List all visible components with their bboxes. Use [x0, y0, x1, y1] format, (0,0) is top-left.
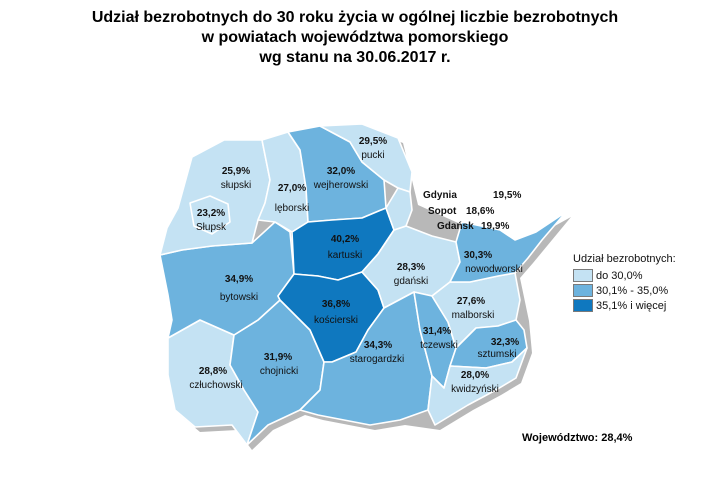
city-gdansk-value: 19,9%	[481, 221, 510, 232]
legend-item-dark: 35,1% i więcej	[573, 298, 676, 313]
legend-item-light: do 30,0%	[573, 268, 676, 283]
legend-item-medium: 30,1% - 35,0%	[573, 283, 676, 298]
region-kwidzynski[interactable]	[427, 347, 528, 426]
label-chojnicki: 31,9% chojnicki	[260, 352, 298, 377]
voivodeship-total: Województwo: 28,4%	[522, 432, 633, 444]
legend-label-light: do 30,0%	[596, 269, 643, 282]
label-wejherowski: 32,0% wejherowski	[313, 166, 368, 191]
region-slupsk[interactable]	[189, 195, 231, 235]
legend-swatch-medium	[573, 284, 593, 297]
label-slupsk: 23,2% Słupsk	[196, 208, 227, 233]
label-czluchowski: 28,8% człuchowski	[189, 366, 242, 391]
region-labels: 29,5% pucki 32,0% wejherowski 25,9% słupski…	[189, 136, 523, 395]
map-title: Udział bezrobotnych do 30 roku życia w o…	[0, 8, 710, 68]
label-starogardzki: 34,3% starogardzki	[350, 340, 404, 365]
label-gdanski: 28,3% gdański	[394, 262, 428, 287]
city-sopot-value: 18,6%	[466, 206, 495, 217]
city-sopot-name: Sopot	[428, 206, 457, 217]
label-kartuski: 40,2% kartuski	[328, 234, 362, 261]
label-bytowski: 34,9% bytowski	[220, 274, 258, 303]
label-sztumski: 32,3% sztumski	[478, 337, 520, 360]
label-malborski: 27,6% malborski	[452, 296, 495, 321]
city-gdansk-name: Gdańsk	[437, 221, 474, 232]
city-gdynia-name: Gdynia	[423, 190, 457, 201]
label-leborski: 27,0% lęborski	[275, 183, 309, 214]
legend-swatch-light	[573, 269, 593, 282]
title-line-1: Udział bezrobotnych do 30 roku życia w o…	[91, 9, 619, 26]
label-slupski: 25,9% słupski	[221, 166, 252, 191]
regions-layer	[159, 123, 567, 446]
label-koscierski: 36,8% kościerski	[314, 299, 358, 326]
label-nowodworski: 30,3% nowodworski	[464, 250, 523, 275]
city-gdynia-value: 19,5%	[493, 190, 522, 201]
region-bytowski[interactable]	[159, 221, 295, 339]
legend-label-medium: 30,1% - 35,0%	[596, 284, 669, 297]
region-nowodworski[interactable]	[449, 211, 567, 283]
title-line-3: wg stanu na 30.06.2017 r.	[259, 49, 451, 66]
legend-title: Udział bezrobotnych:	[573, 253, 676, 265]
legend-label-dark: 35,1% i więcej	[596, 299, 667, 312]
region-gdynia[interactable]	[385, 187, 413, 231]
label-kwidzynski: 28,0% kwidzyński	[451, 370, 499, 395]
title-line-2: w powiatach województwa pomorskiego	[201, 29, 509, 46]
label-tczewski: 31,4% tczewski	[420, 326, 458, 351]
legend: Udział bezrobotnych: do 30,0% 30,1% - 35…	[573, 253, 676, 313]
legend-swatch-dark	[573, 299, 593, 312]
label-pucki: 29,5% pucki	[359, 136, 387, 161]
